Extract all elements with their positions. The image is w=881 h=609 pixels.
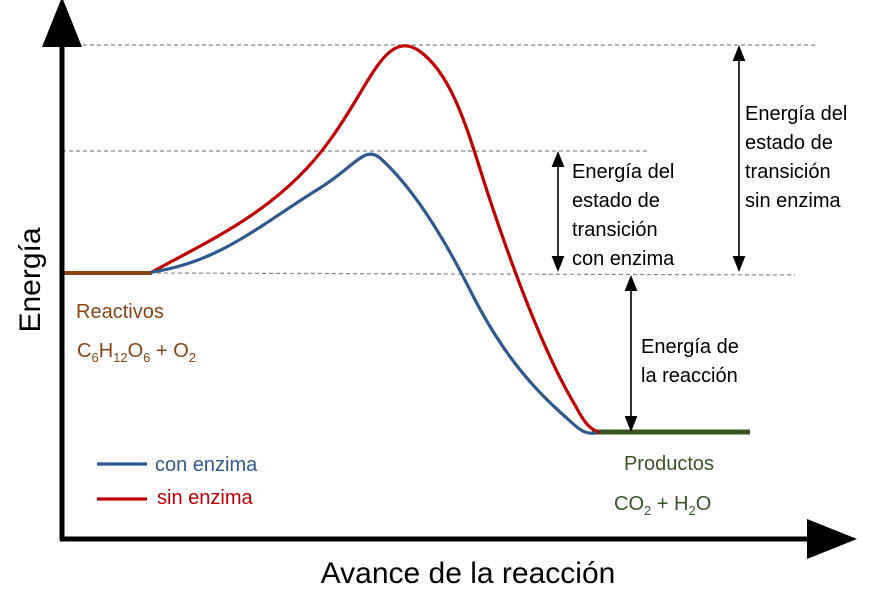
svg-text:Energía de: Energía de xyxy=(641,336,739,358)
annotation-reaction-energy: Energía de la reacción xyxy=(641,336,739,387)
y-axis-label: Energía xyxy=(14,227,47,332)
svg-text:Energía del: Energía del xyxy=(572,161,674,183)
svg-text:transición: transición xyxy=(572,219,658,241)
curve-with-enzyme xyxy=(150,152,597,435)
svg-text:estado de: estado de xyxy=(572,190,660,212)
reactants-label: Reactivos xyxy=(76,301,164,323)
legend-label-with-enzyme: con enzima xyxy=(155,454,258,476)
annotation-with-enzyme: Energía del estado de transición con enz… xyxy=(572,161,675,270)
x-axis-label: Avance de la reacción xyxy=(321,557,616,590)
legend: con enzima sin enzima xyxy=(97,454,258,509)
products-formula: CO2 + H2O xyxy=(614,493,711,518)
annotation-without-enzyme: Energía del estado de transición sin enz… xyxy=(745,103,847,212)
svg-text:Energía del: Energía del xyxy=(745,103,847,125)
svg-text:estado de: estado de xyxy=(745,132,833,154)
svg-text:transición: transición xyxy=(745,161,831,183)
legend-label-without-enzyme: sin enzima xyxy=(157,487,253,509)
reactant-level-guide xyxy=(149,272,796,276)
products-label: Productos xyxy=(624,453,714,475)
svg-text:sin enzima: sin enzima xyxy=(745,190,841,212)
svg-text:la reacción: la reacción xyxy=(641,365,738,387)
curve-without-enzyme xyxy=(150,44,600,434)
svg-text:con enzima: con enzima xyxy=(572,248,675,270)
reactants-formula: C6H12O6 + O2 xyxy=(77,340,196,365)
